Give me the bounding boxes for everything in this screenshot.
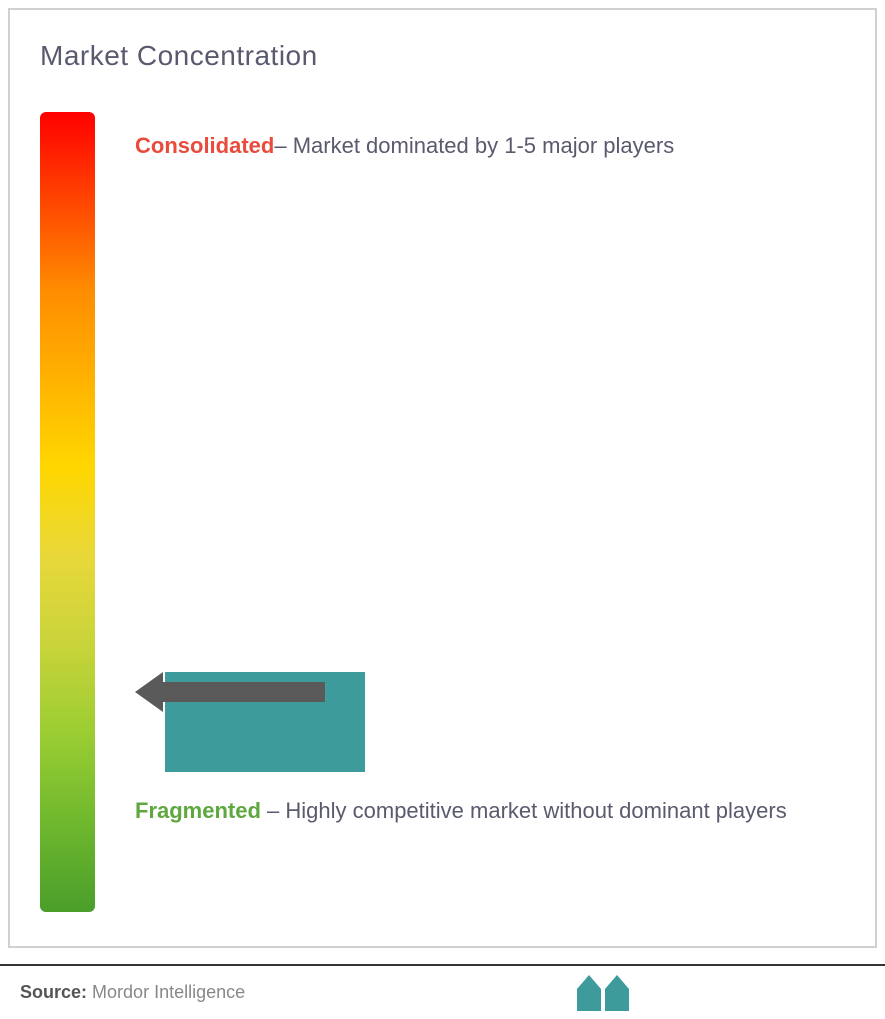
consolidated-section: Consolidated– Market dominated by 1-5 ma… xyxy=(135,122,855,170)
content-area: Consolidated– Market dominated by 1-5 ma… xyxy=(40,112,855,912)
concentration-gradient-bar xyxy=(40,112,95,912)
arrow-head-icon xyxy=(135,672,163,712)
position-indicator-box xyxy=(165,672,365,772)
text-column: Consolidated– Market dominated by 1-5 ma… xyxy=(135,112,855,912)
consolidated-label: Consolidated xyxy=(135,133,274,158)
page-title: Market Concentration xyxy=(40,40,855,72)
mordor-logo-icon xyxy=(575,973,635,1013)
fragmented-section: Fragmented – Highly competitive market w… xyxy=(135,672,855,835)
consolidated-text: Consolidated– Market dominated by 1-5 ma… xyxy=(135,122,855,170)
fragmented-text: Fragmented – Highly competitive market w… xyxy=(135,787,855,835)
main-container: Market Concentration Consolidated– Marke… xyxy=(8,8,877,948)
source-value: Mordor Intelligence xyxy=(92,982,245,1002)
fragmented-label: Fragmented xyxy=(135,798,261,823)
consolidated-description: – Market dominated by 1-5 major players xyxy=(274,133,674,158)
indicator-arrow xyxy=(135,680,325,704)
source-attribution: Source: Mordor Intelligence xyxy=(20,982,245,1003)
source-label: Source: xyxy=(20,982,87,1002)
arrow-body xyxy=(163,682,325,702)
fragmented-description: – Highly competitive market without domi… xyxy=(261,798,787,823)
